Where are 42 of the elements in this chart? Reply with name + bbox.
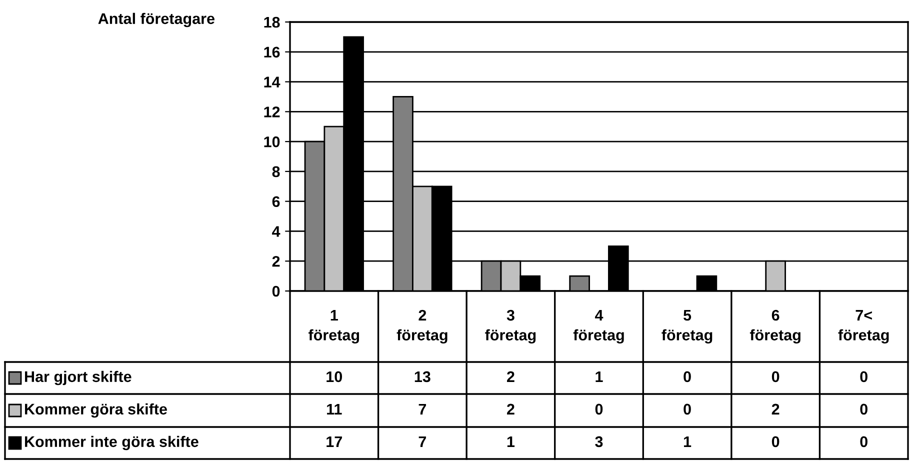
data-label: 11 <box>327 404 342 414</box>
y-tick-label: 16 <box>264 46 280 58</box>
x-tick-label: 4 företag <box>573 310 624 344</box>
y-tick-label: 14 <box>264 76 280 88</box>
data-label: 0 <box>772 371 780 382</box>
x-tick-label: 2 företag <box>396 310 448 344</box>
data-label: 2 <box>506 371 514 382</box>
y-tick-label: 10 <box>264 136 280 148</box>
data-label: 1 <box>684 436 692 447</box>
x-tick-label: 5 företag <box>662 310 712 344</box>
legend-label: Kommer inte göra skifte <box>25 436 198 450</box>
y-tick-label: 12 <box>264 106 280 118</box>
y-tick-label: 2 <box>272 256 280 267</box>
data-label: 7 <box>418 436 426 447</box>
data-label: 0 <box>595 404 603 415</box>
data-label: 7 <box>418 404 426 414</box>
y-axis-title: Antal företagare <box>98 12 214 28</box>
data-label: 17 <box>326 436 342 447</box>
data-label: 3 <box>595 436 603 448</box>
legend-label: Har gjort skifte <box>25 370 132 386</box>
data-label: 0 <box>860 404 868 415</box>
x-tick-label: 6 företag <box>750 310 800 344</box>
data-label: 13 <box>414 371 430 382</box>
y-tick-label: 0 <box>272 286 280 297</box>
data-label: 1 <box>507 436 515 447</box>
data-label: 1 <box>596 371 603 382</box>
y-tick-label: 18 <box>264 16 280 28</box>
data-label: 0 <box>684 404 691 415</box>
data-label: 0 <box>860 371 868 382</box>
y-tick-label: 8 <box>272 166 280 178</box>
y-tick-label: 6 <box>272 196 280 208</box>
data-label: 0 <box>684 371 691 382</box>
data-label: 0 <box>772 436 780 448</box>
x-tick-label: 7< företag <box>838 310 889 344</box>
data-label: 0 <box>860 436 868 448</box>
data-label: 10 <box>326 371 342 382</box>
data-label: 2 <box>772 404 780 414</box>
y-tick-label: 4 <box>272 226 280 237</box>
legend-label: Kommer göra skifte <box>25 403 167 418</box>
x-tick-label: 1 företag <box>308 310 360 344</box>
x-tick-label: 3 företag <box>485 310 536 344</box>
data-label: 2 <box>506 404 514 414</box>
